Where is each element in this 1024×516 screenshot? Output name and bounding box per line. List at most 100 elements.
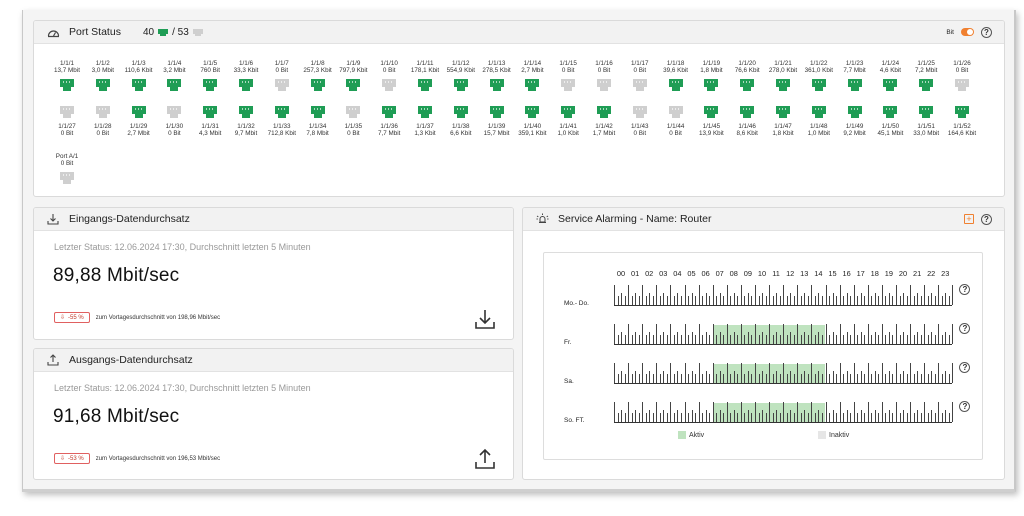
tick — [726, 363, 728, 383]
tick — [814, 335, 816, 344]
port-1-1-12[interactable]: 1/1/12 554,9 Kbit — [444, 60, 478, 95]
unit-toggle[interactable] — [961, 28, 974, 36]
port-1-1-37[interactable]: 1/1/37 1,3 Kbit — [408, 105, 442, 137]
port-1-1-38[interactable]: 1/1/38 6,6 Kbit — [444, 105, 478, 137]
alarming-title: Service Alarming - Name: Router — [558, 213, 712, 225]
port-Port-A-1[interactable]: Port A/1 0 Bit — [50, 153, 84, 188]
port-1-1-28[interactable]: 1/1/28 0 Bit — [86, 105, 120, 137]
tick — [617, 413, 619, 422]
row-help-icon[interactable]: ? — [959, 323, 971, 334]
port-1-1-16[interactable]: 1/1/16 0 Bit — [587, 60, 621, 95]
port-1-1-11[interactable]: 1/1/11 178,1 Kbit — [408, 60, 442, 95]
tick — [821, 296, 823, 305]
port-1-1-13[interactable]: 1/1/13 278,5 Kbit — [480, 60, 514, 95]
tick — [836, 374, 838, 383]
port-1-1-10[interactable]: 1/1/10 0 Bit — [372, 60, 406, 95]
port-1-1-31[interactable]: 1/1/31 4,3 Mbit — [193, 105, 227, 137]
port-1-1-17[interactable]: 1/1/17 0 Bit — [623, 60, 657, 95]
port-1-1-46[interactable]: 1/1/46 8,6 Kbit — [730, 105, 764, 137]
port-1-1-20[interactable]: 1/1/20 76,6 Kbit — [730, 60, 764, 95]
port-1-1-3[interactable]: 1/1/3 110,6 Kbit — [122, 60, 156, 95]
port-1-1-26[interactable]: 1/1/26 0 Bit — [945, 60, 979, 95]
tick — [790, 293, 792, 305]
add-icon[interactable]: + — [964, 214, 974, 224]
port-rate: 278,0 Kbit — [768, 67, 798, 74]
tick — [670, 324, 672, 344]
port-1-1-49[interactable]: 1/1/49 9,2 Mbit — [838, 105, 872, 137]
schedule-row[interactable] — [614, 363, 954, 384]
help-icon[interactable]: ? — [981, 213, 992, 225]
port-rate: 1,3 Kbit — [414, 130, 436, 137]
active-range[interactable] — [712, 364, 826, 383]
active-range[interactable] — [712, 403, 826, 422]
tick — [733, 293, 735, 305]
help-icon[interactable]: ? — [981, 26, 992, 38]
port-1-1-2[interactable]: 1/1/2 3,0 Mbit — [86, 60, 120, 95]
tick — [730, 335, 732, 344]
schedule-row[interactable] — [614, 285, 954, 306]
port-rate: 178,1 Kbit — [410, 67, 440, 74]
port-1-1-34[interactable]: 1/1/34 7,8 Mbit — [301, 105, 335, 137]
port-1-1-21[interactable]: 1/1/21 278,0 Kbit — [766, 60, 800, 95]
port-1-1-50[interactable]: 1/1/50 45,1 Mbit — [873, 105, 907, 137]
port-1-1-8[interactable]: 1/1/8 257,3 Kbit — [301, 60, 335, 95]
port-1-1-24[interactable]: 1/1/24 4,6 Kbit — [873, 60, 907, 95]
tick — [924, 363, 926, 383]
port-1-1-52[interactable]: 1/1/52 164,6 Kbit — [945, 105, 979, 137]
tick — [797, 402, 799, 422]
port-name: 1/1/30 — [165, 123, 184, 130]
port-1-1-45[interactable]: 1/1/45 13,9 Kbit — [694, 105, 728, 137]
port-1-1-43[interactable]: 1/1/43 0 Bit — [623, 105, 657, 137]
port-1-1-18[interactable]: 1/1/18 39,6 Kbit — [659, 60, 693, 95]
port-1-1-30[interactable]: 1/1/30 0 Bit — [157, 105, 191, 137]
tick — [850, 335, 852, 344]
hour-label: 13 — [800, 269, 809, 278]
schedule-row[interactable] — [614, 402, 954, 423]
port-1-1-15[interactable]: 1/1/15 0 Bit — [551, 60, 585, 95]
port-1-1-44[interactable]: 1/1/44 0 Bit — [659, 105, 693, 137]
port-1-1-47[interactable]: 1/1/47 1,8 Kbit — [766, 105, 800, 137]
row-help-icon[interactable]: ? — [959, 284, 971, 295]
tick — [938, 402, 940, 422]
row-help-icon[interactable]: ? — [959, 401, 971, 412]
tick — [719, 332, 721, 344]
egress-title: Ausgangs-Datendurchsatz — [69, 354, 193, 366]
schedule-row[interactable] — [614, 324, 954, 345]
tick — [624, 374, 626, 383]
port-1-1-4[interactable]: 1/1/4 3,2 Mbit — [157, 60, 191, 95]
port-1-1-33[interactable]: 1/1/33 712,8 Kbit — [265, 105, 299, 137]
port-1-1-32[interactable]: 1/1/32 9,7 Mbit — [229, 105, 263, 137]
port-1-1-14[interactable]: 1/1/14 2,7 Mbit — [515, 60, 549, 95]
port-1-1-6[interactable]: 1/1/6 33,3 Kbit — [229, 60, 263, 95]
port-name: 1/1/36 — [380, 123, 398, 130]
port-1-1-1[interactable]: 1/1/1 13,7 Mbit — [50, 60, 84, 95]
port-1-1-27[interactable]: 1/1/27 0 Bit — [50, 105, 84, 137]
port-1-1-25[interactable]: 1/1/25 7,2 Mbit — [909, 60, 943, 95]
port-1-1-19[interactable]: 1/1/19 1,8 Mbit — [694, 60, 728, 95]
port-1-1-42[interactable]: 1/1/42 1,7 Mbit — [587, 105, 621, 137]
port-1-1-40[interactable]: 1/1/40 359,1 Kbit — [515, 105, 549, 137]
tick — [846, 410, 848, 422]
port-1-1-35[interactable]: 1/1/35 0 Bit — [336, 105, 370, 137]
download-large-icon[interactable] — [473, 307, 497, 331]
port-1-1-7[interactable]: 1/1/7 0 Bit — [265, 60, 299, 95]
tick — [712, 324, 714, 344]
active-range[interactable] — [712, 325, 826, 344]
port-1-1-41[interactable]: 1/1/41 1,0 Kbit — [551, 105, 585, 137]
port-1-1-9[interactable]: 1/1/9 797,9 Kbit — [336, 60, 370, 95]
port-1-1-39[interactable]: 1/1/39 15,7 Mbit — [480, 105, 514, 137]
gauge-icon — [46, 25, 60, 39]
tick — [945, 371, 947, 383]
tick — [913, 335, 915, 344]
port-rate: 6,6 Kbit — [450, 130, 472, 137]
port-1-1-29[interactable]: 1/1/29 2,7 Mbit — [122, 105, 156, 137]
row-help-icon[interactable]: ? — [959, 362, 971, 373]
port-1-1-5[interactable]: 1/1/5 760 Bit — [193, 60, 227, 95]
port-1-1-51[interactable]: 1/1/51 33,0 Mbit — [909, 105, 943, 137]
port-1-1-23[interactable]: 1/1/23 7,7 Mbit — [838, 60, 872, 95]
upload-large-icon[interactable] — [473, 447, 497, 471]
tick — [867, 324, 869, 344]
port-1-1-22[interactable]: 1/1/22 361,0 Kbit — [802, 60, 836, 95]
port-1-1-48[interactable]: 1/1/48 1,0 Mbit — [802, 105, 836, 137]
port-1-1-36[interactable]: 1/1/36 7,7 Mbit — [372, 105, 406, 137]
